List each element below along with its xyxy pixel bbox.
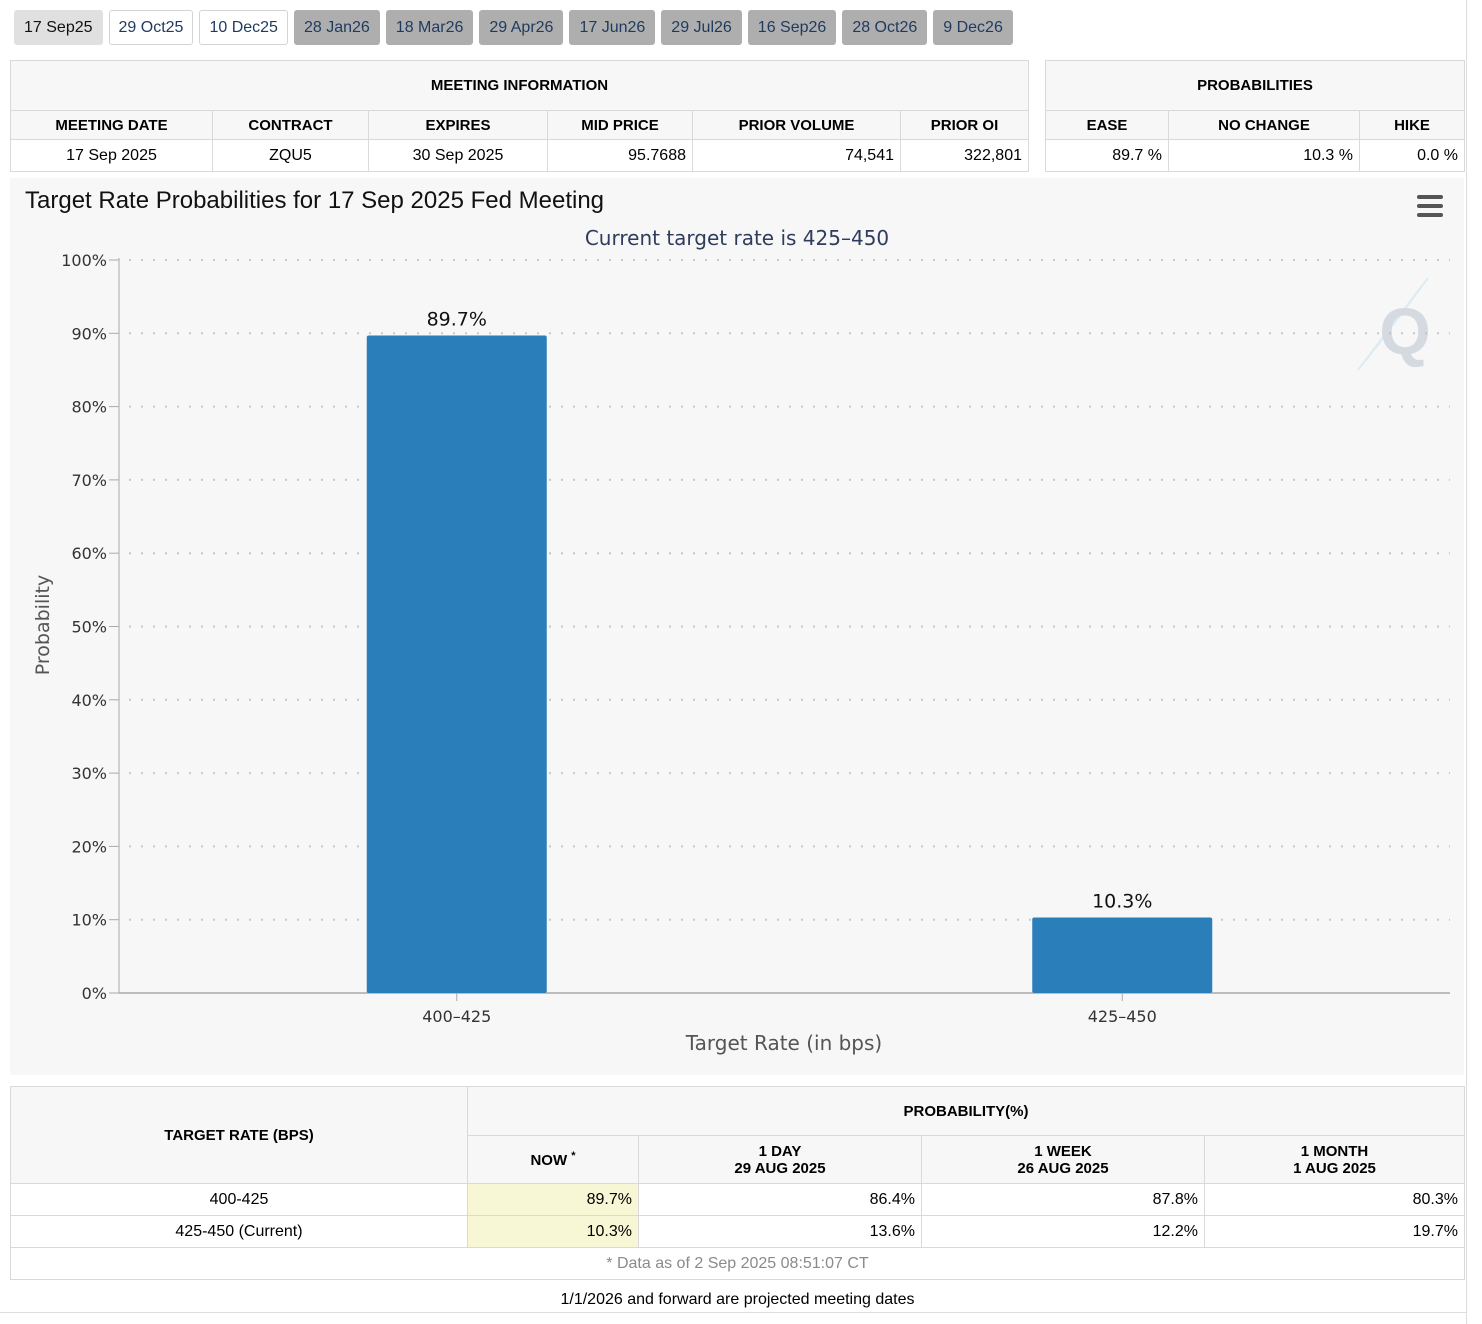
meeting-tab[interactable]: 29 Apr26 (479, 10, 564, 45)
meeting-tabs: 17 Sep25 29 Oct25 10 Dec25 28 Jan26 18 M… (14, 10, 1013, 45)
target-rate-cell: 425-450 (Current) (10, 1215, 468, 1248)
bar-chart: Current target rate is 425–450 0% 10% 20% 3… (32, 226, 1450, 1055)
one-week-label: 1 WEEK (1034, 1142, 1092, 1160)
now-cell: 89.7% (467, 1183, 639, 1216)
table-row: 425-450 (Current) 10.3% 13.6% 12.2% 19.7… (10, 1215, 1465, 1248)
probabilities-header: PROBABILITIES (1045, 60, 1465, 111)
divider (1466, 0, 1467, 1324)
one-week-date: 26 AUG 2025 (1017, 1159, 1109, 1177)
meeting-tab[interactable]: 29 Jul26 (661, 10, 742, 45)
y-tick-label: 60% (71, 544, 107, 563)
meeting-information-table: MEETING INFORMATION MEETING DATE CONTRAC… (10, 60, 1029, 172)
y-tick-label: 80% (71, 398, 107, 417)
expires-value: 30 Sep 2025 (368, 139, 548, 172)
one-month-column-header: 1 MONTH 1 AUG 2025 (1204, 1135, 1465, 1184)
chart-subtitle: Current target rate is 425–450 (585, 226, 889, 250)
y-tick-label: 40% (71, 691, 107, 710)
one-day-cell: 13.6% (638, 1215, 922, 1248)
meeting-tab[interactable]: 28 Oct26 (842, 10, 928, 45)
meeting-tab[interactable]: 9 Dec26 (933, 10, 1013, 45)
one-day-cell: 86.4% (638, 1183, 922, 1216)
mid-price-value: 95.7688 (547, 139, 693, 172)
column-header: NO CHANGE (1168, 110, 1360, 140)
divider (0, 1312, 1466, 1313)
y-tick-label: 50% (71, 618, 107, 637)
one-week-column-header: 1 WEEK 26 AUG 2025 (921, 1135, 1205, 1184)
one-week-cell: 87.8% (921, 1183, 1205, 1216)
one-month-cell: 80.3% (1204, 1183, 1465, 1216)
y-tick-label: 30% (71, 764, 107, 783)
meeting-tab[interactable]: 10 Dec25 (199, 10, 288, 45)
now-column-header: NOW * (467, 1135, 639, 1184)
meeting-tab[interactable]: 18 Mar26 (385, 10, 474, 45)
column-header: EXPIRES (368, 110, 548, 140)
meeting-tab[interactable]: 29 Oct25 (108, 10, 194, 45)
bar-data-label: 10.3% (1092, 891, 1152, 913)
projected-dates-note: 1/1/2026 and forward are projected meeti… (560, 1291, 915, 1308)
svg-text:Q: Q (1379, 294, 1430, 368)
x-tick-label: 400–425 (422, 1007, 491, 1026)
meeting-tab[interactable]: 17 Sep25 (14, 10, 103, 45)
one-week-cell: 12.2% (921, 1215, 1205, 1248)
y-tick-label: 90% (71, 324, 107, 343)
bar (1032, 917, 1213, 993)
y-axis-title: Probability (32, 575, 54, 675)
x-tick-label: 425–450 (1088, 1007, 1157, 1026)
y-tick-label: 100% (61, 251, 107, 270)
hike-value: 0.0 % (1359, 139, 1465, 172)
one-month-cell: 19.7% (1204, 1215, 1465, 1248)
meeting-tab[interactable]: 17 Jun26 (569, 10, 656, 45)
watermark-logo: Q (1357, 277, 1431, 371)
no-change-value: 10.3 % (1168, 139, 1360, 172)
data-timestamp-note: * Data as of 2 Sep 2025 08:51:07 CT (10, 1247, 1465, 1280)
x-axis-title: Target Rate (in bps) (685, 1031, 882, 1055)
y-tick-label: 0% (82, 984, 107, 1003)
one-month-date: 1 AUG 2025 (1293, 1159, 1376, 1177)
chart-title: Target Rate Probabilities for 17 Sep 202… (25, 187, 605, 214)
prior-oi-value: 322,801 (900, 139, 1029, 172)
y-tick-label: 20% (71, 837, 107, 856)
one-day-date: 29 AUG 2025 (734, 1159, 826, 1177)
hamburger-menu-icon[interactable] (1417, 195, 1443, 217)
column-header: EASE (1045, 110, 1169, 140)
target-rate-header: TARGET RATE (BPS) (10, 1086, 468, 1184)
column-header: PRIOR OI (900, 110, 1029, 140)
y-tick-label: 10% (71, 911, 107, 930)
column-header: HIKE (1359, 110, 1465, 140)
contract-value: ZQU5 (212, 139, 369, 172)
one-day-column-header: 1 DAY 29 AUG 2025 (638, 1135, 922, 1184)
chart-panel: Target Rate Probabilities for 17 Sep 202… (10, 178, 1464, 1075)
y-axis-ticks: 0% 10% 20% 30% 40% 50% 60% 70% 80% 90% 100% (61, 251, 119, 1003)
one-month-label: 1 MONTH (1300, 1142, 1369, 1160)
meeting-tab[interactable]: 28 Jan26 (293, 10, 380, 45)
ease-value: 89.7 % (1045, 139, 1169, 172)
probability-distribution-table: TARGET RATE (BPS) PROBABILITY(%) NOW * 1… (10, 1086, 1465, 1280)
y-tick-label: 70% (71, 471, 107, 490)
now-marker: * (571, 1150, 576, 1162)
column-header: PRIOR VOLUME (692, 110, 901, 140)
meeting-information-header: MEETING INFORMATION (10, 60, 1029, 111)
table-row: 400-425 89.7% 86.4% 87.8% 80.3% (10, 1183, 1465, 1216)
prior-volume-value: 74,541 (692, 139, 901, 172)
column-header: CONTRACT (212, 110, 369, 140)
probabilities-table: PROBABILITIES EASE NO CHANGE HIKE 89.7 %… (1045, 60, 1465, 172)
now-label: NOW (530, 1152, 568, 1169)
bars: 89.7% 400–425 10.3% 425–450 (366, 308, 1213, 1026)
column-header: MID PRICE (547, 110, 693, 140)
meeting-tab[interactable]: 16 Sep26 (747, 10, 837, 45)
column-header: MEETING DATE (10, 110, 213, 140)
target-rate-cell: 400-425 (10, 1183, 468, 1216)
one-day-label: 1 DAY (758, 1142, 802, 1160)
bar-data-label: 89.7% (427, 308, 487, 330)
bar (366, 335, 547, 993)
grid-lines (129, 259, 1450, 921)
probability-header: PROBABILITY(%) (467, 1086, 1465, 1136)
meeting-date-value: 17 Sep 2025 (10, 139, 213, 172)
now-cell: 10.3% (467, 1215, 639, 1248)
